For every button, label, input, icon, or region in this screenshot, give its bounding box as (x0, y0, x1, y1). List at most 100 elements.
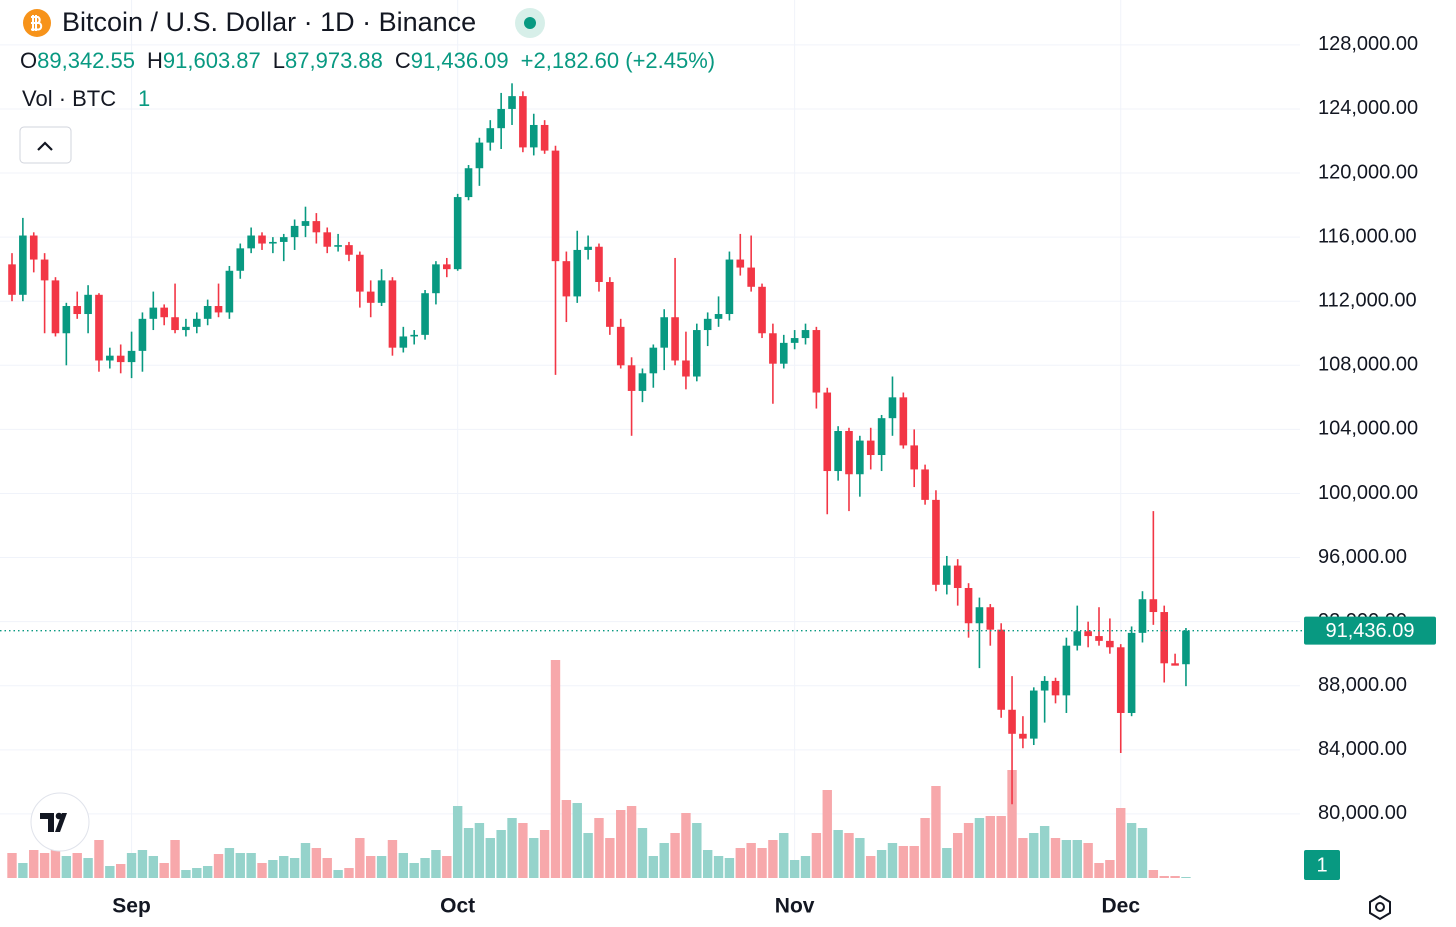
volume-bar (648, 856, 659, 878)
volume-bar (735, 848, 745, 878)
candle-body (388, 280, 397, 348)
volume-bar (1083, 843, 1093, 878)
candle-body (8, 264, 16, 295)
candle-body (682, 360, 690, 377)
volume-bar (137, 850, 148, 878)
candle-body (747, 267, 755, 287)
candle-body (1149, 599, 1158, 613)
volume-bar (202, 866, 213, 878)
volume-bar (605, 838, 615, 878)
volume-bar (344, 868, 354, 878)
volume-bar (39, 853, 50, 878)
candle-body (834, 430, 842, 472)
candle-body (1182, 630, 1190, 665)
ohlc-value: 89,342.55 (37, 48, 135, 73)
volume-bar (279, 856, 289, 878)
candle-body (627, 365, 636, 391)
volume-bar (594, 818, 604, 878)
volume-bar (94, 840, 104, 878)
change-value: +2,182.60 (+2.45%) (521, 48, 715, 73)
candle-body (399, 336, 408, 348)
candle-body (236, 248, 245, 271)
volume-bar (724, 858, 735, 878)
candle-body (779, 342, 788, 364)
y-tick-label: 100,000.00 (1318, 482, 1418, 504)
candle-body (519, 96, 527, 148)
volume-bar (822, 790, 832, 878)
volume-bar (746, 843, 756, 878)
candle-body (877, 418, 886, 456)
candle-body (562, 261, 571, 297)
candle-body (1095, 636, 1103, 641)
y-tick-label: 108,000.00 (1318, 354, 1418, 376)
volume-bar (942, 848, 952, 878)
candle-body (421, 293, 429, 335)
candle-body (921, 469, 929, 500)
candle-body (540, 124, 549, 151)
volume-bar (616, 810, 626, 878)
candle-body (606, 281, 614, 327)
candle-body (953, 565, 962, 589)
volume-bar (496, 830, 506, 878)
y-tick-label: 80,000.00 (1318, 802, 1407, 824)
candle-body (1008, 709, 1016, 734)
candle-body (856, 440, 864, 475)
candle-body (19, 235, 27, 295)
volume-bar (561, 800, 572, 878)
candle-body (464, 168, 473, 198)
y-tick-label: 112,000.00 (1318, 289, 1417, 311)
x-tick-label: Dec (1101, 895, 1140, 918)
last-price-tag (1304, 616, 1436, 645)
last-price-label: 91,436.09 (1326, 620, 1415, 642)
candle-body (40, 259, 49, 281)
volume-bar (485, 838, 495, 878)
volume-bar (757, 848, 767, 878)
candle-body (1106, 640, 1114, 648)
candle-body (269, 241, 277, 244)
candle-body (497, 108, 505, 129)
candle-body (106, 355, 114, 361)
candle-body (573, 249, 582, 297)
candle-body (258, 235, 266, 244)
volume-bar (1072, 840, 1082, 878)
volume-bar (920, 818, 930, 878)
candle-body (51, 280, 60, 334)
volume-bar (550, 660, 561, 878)
volume-bar (518, 823, 528, 878)
candle-body (160, 307, 168, 318)
candle-body (1084, 631, 1092, 637)
volume-bar (148, 856, 159, 878)
candle-body (73, 306, 82, 315)
candle-body (192, 318, 201, 327)
settings-icon-center (1375, 902, 1385, 912)
candle-body (866, 440, 875, 456)
volume-bar (7, 853, 17, 878)
volume-bar (507, 818, 517, 878)
candle-body (823, 392, 832, 472)
volume-bar (844, 833, 854, 878)
candle-body (29, 235, 38, 260)
volume-bar (876, 850, 887, 878)
y-tick-label: 84,000.00 (1318, 738, 1407, 760)
candle-body (769, 333, 777, 364)
y-tick-label: 124,000.00 (1318, 97, 1418, 119)
ohlc-value: 91,436.09 (411, 48, 509, 73)
settings-icon[interactable] (1369, 894, 1391, 921)
candle-body (225, 270, 234, 313)
logo-dot (55, 812, 63, 820)
volume-bar (1126, 823, 1137, 878)
ohlc-label: O (20, 48, 37, 73)
price-axis: 80,000.0084,000.0088,000.0092,000.0096,0… (0, 33, 1436, 918)
volume-bar (779, 833, 789, 878)
volume-bar (963, 823, 974, 878)
ohlc-label: L (273, 48, 285, 73)
volume-bar (529, 838, 539, 878)
candle-body (345, 245, 353, 255)
candle-body (725, 259, 734, 315)
volume-bar (398, 853, 409, 878)
candle-body (1062, 645, 1071, 696)
candle-body (95, 294, 103, 361)
candle-body (486, 128, 495, 143)
candle-body (638, 373, 647, 391)
